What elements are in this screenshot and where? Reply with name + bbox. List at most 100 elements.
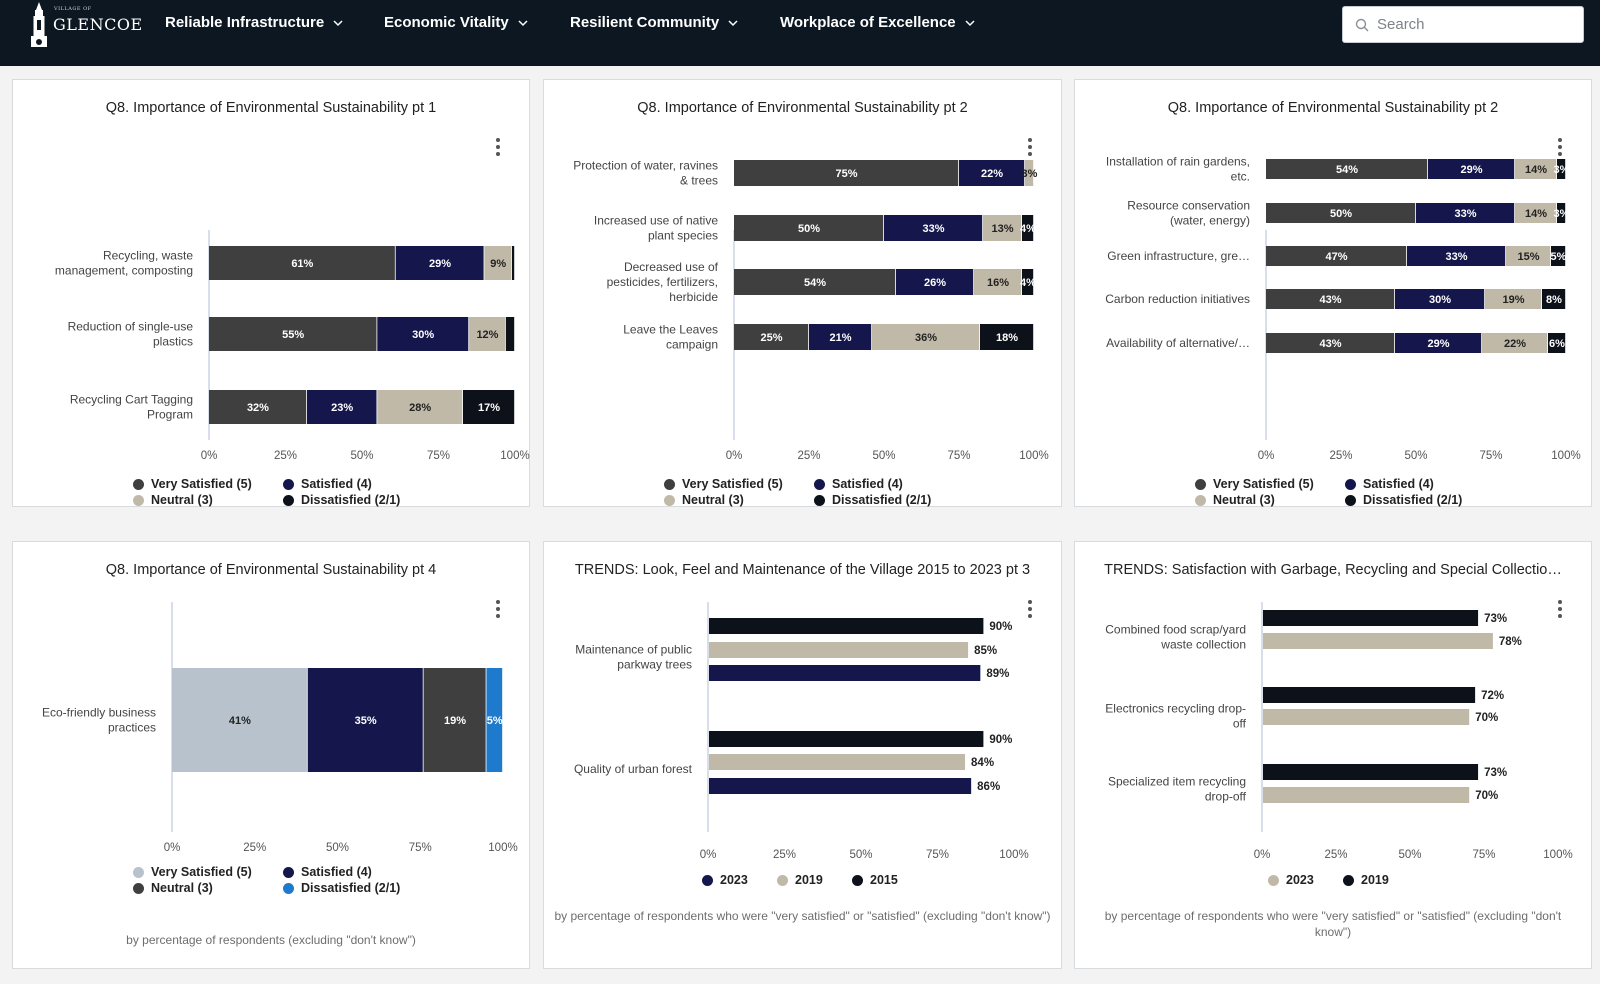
nav-resilient-community[interactable]: Resilient Community (570, 14, 739, 31)
stacked-bar-segment[interactable] (423, 668, 486, 772)
stacked-bar-segment[interactable] (377, 390, 463, 424)
stacked-bar-segment[interactable] (1506, 246, 1551, 266)
stacked-bar-segment[interactable] (1416, 203, 1515, 223)
legend-item[interactable]: Dissatisfied (2/1) (1345, 493, 1462, 507)
bar[interactable] (709, 754, 966, 770)
stacked-bar-segment[interactable] (1266, 246, 1407, 266)
stacked-bar-segment[interactable] (1482, 333, 1548, 353)
nav-workplace-of-excellence[interactable]: Workplace of Excellence (780, 14, 976, 31)
more-options-icon[interactable] (1027, 138, 1033, 158)
bar[interactable] (709, 618, 984, 634)
legend-item[interactable]: Neutral (3) (664, 493, 744, 507)
bar[interactable] (1263, 633, 1493, 649)
stacked-bar-segment[interactable] (980, 324, 1034, 350)
stacked-bar-segment[interactable] (1395, 333, 1482, 353)
more-options-icon[interactable] (1557, 138, 1563, 158)
x-tick-label: 50% (1404, 450, 1427, 462)
more-options-icon[interactable] (1027, 600, 1033, 620)
stacked-bar-segment[interactable] (734, 324, 809, 350)
legend-item[interactable]: Neutral (3) (1195, 493, 1275, 507)
stacked-bar-segment[interactable] (872, 324, 980, 350)
stacked-bar-segment[interactable] (1266, 159, 1428, 179)
stacked-bar-segment[interactable] (884, 215, 983, 241)
legend-item[interactable]: Dissatisfied (2/1) (814, 493, 931, 507)
legend-item[interactable]: Satisfied (4) (283, 477, 372, 491)
stacked-bar-segment[interactable] (896, 269, 974, 295)
stacked-bar-segment[interactable] (469, 317, 506, 351)
legend-item[interactable]: Satisfied (4) (283, 865, 372, 879)
legend-item[interactable]: Satisfied (4) (1345, 477, 1434, 491)
legend-item[interactable]: Very Satisfied (5) (133, 477, 252, 491)
bar[interactable] (709, 642, 969, 658)
stacked-bar-segment[interactable] (1428, 159, 1515, 179)
stacked-bar-segment[interactable] (974, 269, 1022, 295)
bar[interactable] (1263, 787, 1470, 803)
bar[interactable] (709, 731, 984, 747)
bar[interactable] (1263, 687, 1476, 703)
glencoe-logo[interactable]: VILLAGE OF GLENCOE (26, 2, 142, 48)
search-box[interactable] (1342, 6, 1584, 43)
stacked-bar-segment[interactable] (734, 269, 896, 295)
legend-item[interactable]: Neutral (3) (133, 493, 213, 507)
bar[interactable] (1263, 610, 1479, 626)
stacked-bar-segment[interactable] (172, 668, 307, 772)
stacked-bar-segment[interactable] (1022, 215, 1034, 241)
legend-item[interactable]: Neutral (3) (133, 881, 213, 895)
stacked-bar-segment[interactable] (484, 246, 512, 280)
stacked-bar-segment[interactable] (209, 317, 377, 351)
stacked-bar-segment[interactable] (1025, 160, 1034, 186)
nav-reliable-infrastructure[interactable]: Reliable Infrastructure (165, 14, 344, 31)
legend-item[interactable]: 2023 (702, 873, 748, 887)
stacked-bar-segment[interactable] (1515, 203, 1557, 223)
legend-item[interactable]: Very Satisfied (5) (1195, 477, 1314, 491)
legend-item[interactable]: Dissatisfied (2/1) (283, 881, 400, 895)
stacked-bar-segment[interactable] (395, 246, 484, 280)
more-options-icon[interactable] (1557, 600, 1563, 620)
stacked-bar-segment[interactable] (1395, 289, 1485, 309)
bar[interactable] (709, 665, 981, 681)
stacked-bar-segment[interactable] (734, 215, 884, 241)
stacked-bar-segment[interactable] (209, 390, 307, 424)
legend-item[interactable]: Satisfied (4) (814, 477, 903, 491)
stacked-bar-segment[interactable] (983, 215, 1022, 241)
stacked-bar-segment[interactable] (377, 317, 469, 351)
stacked-bar-segment[interactable] (1266, 203, 1416, 223)
chart-svg: 0% 25% 50% 75% 100% Installation of rain gard… (1105, 155, 1580, 463)
legend-item[interactable]: 2023 (1268, 873, 1314, 887)
stacked-bar-segment[interactable] (505, 317, 515, 351)
stacked-bar-segment[interactable] (306, 390, 377, 424)
more-options-icon[interactable] (495, 600, 501, 620)
stacked-bar-segment[interactable] (1266, 289, 1395, 309)
stacked-bar-segment[interactable] (1407, 246, 1506, 266)
stacked-bar-segment[interactable] (1551, 246, 1566, 266)
legend-item[interactable]: Very Satisfied (5) (664, 477, 783, 491)
stacked-bar-segment[interactable] (809, 324, 872, 350)
more-options-icon[interactable] (495, 138, 501, 158)
nav-economic-vitality[interactable]: Economic Vitality (384, 14, 529, 31)
search-input[interactable] (1377, 16, 1567, 33)
legend-label: Dissatisfied (2/1) (301, 493, 401, 507)
stacked-bar-segment[interactable] (1515, 159, 1557, 179)
stacked-bar-segment[interactable] (462, 390, 515, 424)
legend-item[interactable]: Very Satisfied (5) (133, 865, 252, 879)
stacked-bar-segment[interactable] (1485, 289, 1542, 309)
stacked-bar-segment[interactable] (1557, 203, 1566, 223)
bar[interactable] (1263, 709, 1470, 725)
stacked-bar-segment[interactable] (959, 160, 1025, 186)
stacked-bar-segment[interactable] (511, 246, 515, 280)
bar[interactable] (709, 778, 972, 794)
legend-item[interactable]: 2019 (1343, 873, 1389, 887)
legend-item[interactable]: Dissatisfied (2/1) (283, 493, 400, 507)
stacked-bar-segment[interactable] (209, 246, 395, 280)
stacked-bar-segment[interactable] (1542, 289, 1566, 309)
stacked-bar-segment[interactable] (486, 668, 503, 772)
stacked-bar-segment[interactable] (734, 160, 959, 186)
bar[interactable] (1263, 764, 1479, 780)
stacked-bar-segment[interactable] (1557, 159, 1566, 179)
legend-item[interactable]: 2015 (852, 873, 898, 887)
stacked-bar-segment[interactable] (1022, 269, 1034, 295)
legend-item[interactable]: 2019 (777, 873, 823, 887)
stacked-bar-segment[interactable] (1548, 333, 1566, 353)
stacked-bar-segment[interactable] (307, 668, 423, 772)
stacked-bar-segment[interactable] (1266, 333, 1395, 353)
